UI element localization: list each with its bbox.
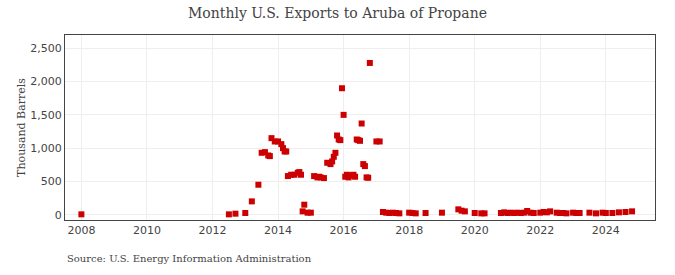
svg-text:Monthly U.S. Exports to Aruba: Monthly U.S. Exports to Aruba of Propane bbox=[188, 5, 487, 21]
svg-text:2016: 2016 bbox=[330, 224, 358, 237]
svg-text:1,000: 1,000 bbox=[30, 142, 62, 155]
svg-text:2,000: 2,000 bbox=[30, 75, 62, 88]
svg-text:Source: U.S. Energy Informatio: Source: U.S. Energy Information Administ… bbox=[67, 253, 312, 264]
svg-text:2014: 2014 bbox=[264, 224, 292, 237]
svg-text:2018: 2018 bbox=[395, 224, 423, 237]
svg-text:2010: 2010 bbox=[133, 224, 161, 237]
svg-text:0: 0 bbox=[55, 209, 62, 222]
svg-text:1,500: 1,500 bbox=[30, 109, 62, 122]
svg-text:2024: 2024 bbox=[592, 224, 620, 237]
svg-text:500: 500 bbox=[41, 175, 62, 188]
svg-text:2008: 2008 bbox=[67, 224, 95, 237]
svg-text:2022: 2022 bbox=[526, 224, 554, 237]
svg-text:2,500: 2,500 bbox=[30, 42, 62, 55]
svg-text:Thousand Barrels: Thousand Barrels bbox=[15, 78, 28, 177]
svg-text:2020: 2020 bbox=[461, 224, 489, 237]
svg-text:2012: 2012 bbox=[199, 224, 227, 237]
